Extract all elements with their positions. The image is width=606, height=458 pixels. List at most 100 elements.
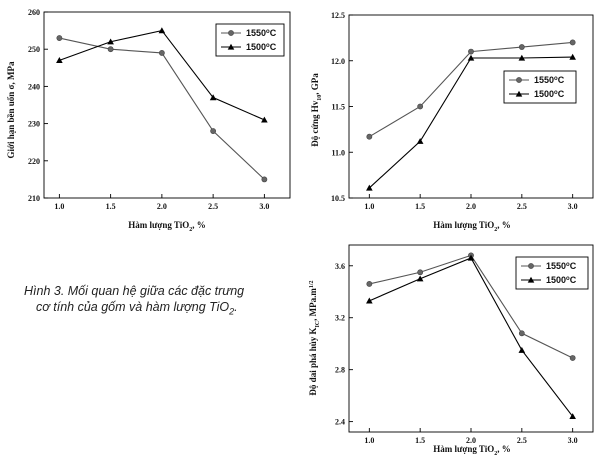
legend-label-degree: o <box>554 76 558 82</box>
legend-marker-circle <box>228 30 234 36</box>
y-axis-label-superscript: 1/2 <box>309 280 315 288</box>
data-point-1550 <box>107 46 114 53</box>
chart-panel-3: 1.0 1.5 2.0 2.5 3.0 2.4 2.8 3.2 3.6 Hàm lượng TiO… <box>308 244 594 457</box>
x-axis-label: Hàm lượng TiO2, % <box>128 220 206 233</box>
y-tick-label: 2.8 <box>335 366 345 375</box>
plot-frame <box>348 14 594 199</box>
series-line-1550 <box>59 37 265 180</box>
x-axis-label: Hàm lượng TiO2, % <box>433 444 511 457</box>
data-point-1500 <box>261 116 268 123</box>
y-axis-label-unit: , GPa <box>310 73 320 95</box>
data-point-1500 <box>518 346 526 353</box>
y-axis-label-subscript: IC <box>315 321 321 328</box>
data-point-1550 <box>518 330 525 337</box>
x-tick-label: 3.0 <box>568 436 578 445</box>
legend-label: 1500oC <box>246 42 277 52</box>
data-point-1550 <box>569 355 576 361</box>
x-tick-label: 2.5 <box>517 436 527 445</box>
legend-marker-triangle <box>527 276 535 283</box>
x-axis-label-subscript: 2 <box>189 227 192 233</box>
y-tick-label: 3.6 <box>335 262 345 271</box>
x-axis-label-unit: , % <box>192 220 206 230</box>
y-axis-label: Độ dai phá hủy KIC, MPa.m1/2 <box>308 280 321 395</box>
x-tick-label: 2.0 <box>466 436 476 445</box>
y-axis-label: Độ cứng Hv10, GPa <box>310 73 323 147</box>
y-axis-label-unit: , MPa.m <box>308 288 318 321</box>
data-point-1500 <box>107 38 114 45</box>
legend-label-value: 1550 <box>534 75 554 85</box>
legend-label-unit: C <box>270 42 277 52</box>
data-point-1500 <box>56 57 63 63</box>
legend-label: 1500oC <box>534 89 565 99</box>
y-tick-label: 12.5 <box>331 11 345 20</box>
legend-box <box>503 70 577 104</box>
data-point-1500 <box>366 184 373 191</box>
data-point-1500 <box>416 137 424 144</box>
x-tick-label: 2.5 <box>517 202 527 211</box>
legend-marker-circle <box>528 263 534 269</box>
y-tick-label: 220 <box>28 157 40 166</box>
y-tick-label: 240 <box>28 82 40 91</box>
data-point-1550 <box>366 281 373 287</box>
legend-label-value: 1500 <box>246 42 266 52</box>
figure-caption-line-2: cơ tính của gốm và hàm lượng TiO2. <box>36 300 238 317</box>
legend-box <box>215 23 285 57</box>
legend-box <box>515 256 589 290</box>
y-tick-label: 230 <box>28 120 40 129</box>
y-axis-label-subscript: 10 <box>317 95 323 101</box>
legend-marker-triangle <box>515 90 523 97</box>
legend-label-value: 1500 <box>534 89 554 99</box>
legend-label-unit: C <box>558 75 565 85</box>
x-axis-label: Hàm lượng TiO2, % <box>433 220 511 233</box>
caption-subscript: 2 <box>229 306 235 317</box>
legend-label: 1550oC <box>246 28 277 38</box>
y-tick-label: 11.0 <box>331 148 345 157</box>
legend-label: 1500oC <box>546 275 577 285</box>
x-axis-label-text: Hàm lượng TiO <box>433 220 494 230</box>
legend-label-value: 1550 <box>246 28 266 38</box>
legend-label-degree: o <box>266 43 270 49</box>
data-point-1500 <box>416 275 424 282</box>
y-axis-label-unit: , MPa <box>6 61 16 84</box>
data-point-1550 <box>56 35 63 41</box>
y-axis-label-text: Độ cứng Hv <box>310 100 320 146</box>
legend-label-value: 1550 <box>546 261 566 271</box>
legend-label-unit: C <box>558 89 565 99</box>
legend-label-degree: o <box>566 262 570 268</box>
y-tick-label: 10.5 <box>331 194 345 203</box>
figure-caption-line-1: Hình 3. Mối quan hệ giữa các đặc trưng <box>24 284 245 298</box>
x-tick-label: 3.0 <box>259 202 269 211</box>
data-point-1500 <box>366 297 373 304</box>
y-tick-label: 260 <box>28 8 40 17</box>
x-tick-label: 1.0 <box>364 202 374 211</box>
data-point-1550 <box>261 176 268 183</box>
legend-label-degree: o <box>566 276 570 282</box>
chart-panel-2: 1.0 1.5 2.0 2.5 3.0 10.5 11.0 11.5 12.0 12.5 Hàm l… <box>310 11 594 233</box>
data-point-1500 <box>518 54 526 61</box>
data-point-1500 <box>209 94 217 101</box>
y-tick-label: 210 <box>28 194 40 203</box>
caption-period: . <box>234 300 238 314</box>
data-point-1550 <box>468 48 474 55</box>
x-tick-label: 2.5 <box>208 202 218 211</box>
legend-label: 1550oC <box>546 261 577 271</box>
legend-label-degree: o <box>554 90 558 96</box>
y-axis-label: Giới hạn bền uốn σ, MPa <box>6 61 16 158</box>
x-axis-label-subscript: 2 <box>494 451 497 457</box>
legend-label-value: 1500 <box>546 275 566 285</box>
legend-label-degree: o <box>266 29 270 35</box>
data-point-1500 <box>158 27 166 34</box>
x-tick-label: 3.0 <box>568 202 578 211</box>
data-point-1500 <box>467 54 475 61</box>
legend-marker-triangle <box>227 43 235 50</box>
data-point-1500 <box>569 53 576 60</box>
x-tick-label: 1.5 <box>106 202 116 211</box>
data-point-1550 <box>417 269 424 276</box>
x-tick-label: 2.0 <box>157 202 167 211</box>
legend-label-unit: C <box>570 275 577 285</box>
x-tick-label: 1.0 <box>54 202 64 211</box>
y-axis-label-text: Giới hạn bền uốn σ <box>6 84 16 158</box>
data-point-1550 <box>210 128 217 134</box>
plot-frame <box>43 11 291 199</box>
data-point-1550 <box>518 44 525 50</box>
